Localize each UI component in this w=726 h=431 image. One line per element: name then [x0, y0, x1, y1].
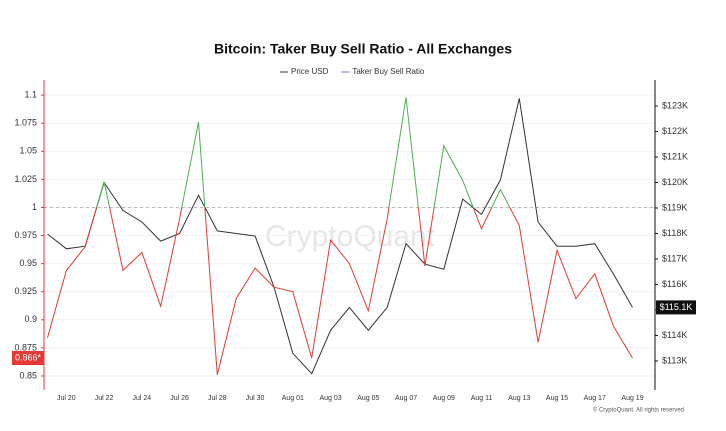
- y-tick-label: 1.05: [19, 146, 37, 156]
- x-tick-label: Jul 20: [57, 395, 76, 402]
- price-line: [47, 98, 633, 375]
- x-tick-label: Jul 30: [246, 395, 265, 402]
- x-tick-label: Jul 26: [170, 395, 189, 402]
- y-tick-label: 1.025: [14, 174, 37, 184]
- y-tick-label: 0.975: [14, 230, 37, 240]
- current-ratio-label: 0.866*: [15, 352, 42, 362]
- y-tick-label: 0.95: [19, 258, 37, 268]
- ratio-line-below: [47, 207, 633, 375]
- legend-label: Price USD: [291, 67, 329, 76]
- current-price-label: $115.1K: [660, 302, 693, 312]
- x-tick-label: Aug 01: [282, 395, 304, 402]
- y-tick-label: 0.925: [14, 286, 37, 296]
- y2-tick-label: $123K: [662, 100, 688, 110]
- y-tick-label: 1: [32, 202, 37, 212]
- x-tick-label: Aug 09: [433, 395, 455, 402]
- current-price-badge: [656, 300, 696, 315]
- y2-tick-label: $121K: [662, 151, 688, 161]
- x-tick-label: Aug 03: [319, 395, 341, 402]
- y2-tick-label: $119K: [662, 202, 687, 212]
- y-tick-label: 1.1: [24, 90, 37, 100]
- x-tick-label: Aug 17: [584, 395, 606, 402]
- x-tick-label: Aug 11: [471, 395, 493, 402]
- x-tick-label: Jul 22: [95, 395, 114, 402]
- y2-tick-label: $120K: [662, 177, 688, 187]
- x-tick-label: Jul 28: [208, 395, 227, 402]
- x-tick-label: Aug 19: [621, 395, 643, 402]
- legend-label: Taker Buy Sell Ratio: [352, 67, 425, 76]
- current-ratio-badge: [12, 350, 44, 365]
- y2-tick-label: $114K: [662, 330, 687, 340]
- x-tick-label: Aug 15: [546, 395, 568, 402]
- y-tick-label: 1.075: [14, 118, 37, 128]
- chart-title: Bitcoin: Taker Buy Sell Ratio - All Exch…: [214, 41, 512, 57]
- y-tick-label: 0.85: [19, 370, 37, 380]
- x-tick-label: Jul 24: [133, 395, 152, 402]
- x-tick-label: Aug 05: [357, 395, 379, 402]
- y2-tick-label: $117K: [662, 253, 687, 263]
- x-tick-label: Aug 13: [508, 395, 530, 402]
- y-tick-label: 0.9: [24, 314, 37, 324]
- y-tick-label: 0.875: [14, 342, 37, 352]
- copyright: © CryptoQuant. All rights reserved: [593, 407, 684, 414]
- y2-tick-label: $122K: [662, 126, 688, 136]
- x-tick-label: Aug 07: [395, 395, 417, 402]
- y2-tick-label: $118K: [662, 228, 687, 238]
- y2-tick-label: $116K: [662, 279, 687, 289]
- y2-tick-label: $113K: [662, 355, 687, 365]
- watermark: CryptoQuant: [265, 220, 436, 253]
